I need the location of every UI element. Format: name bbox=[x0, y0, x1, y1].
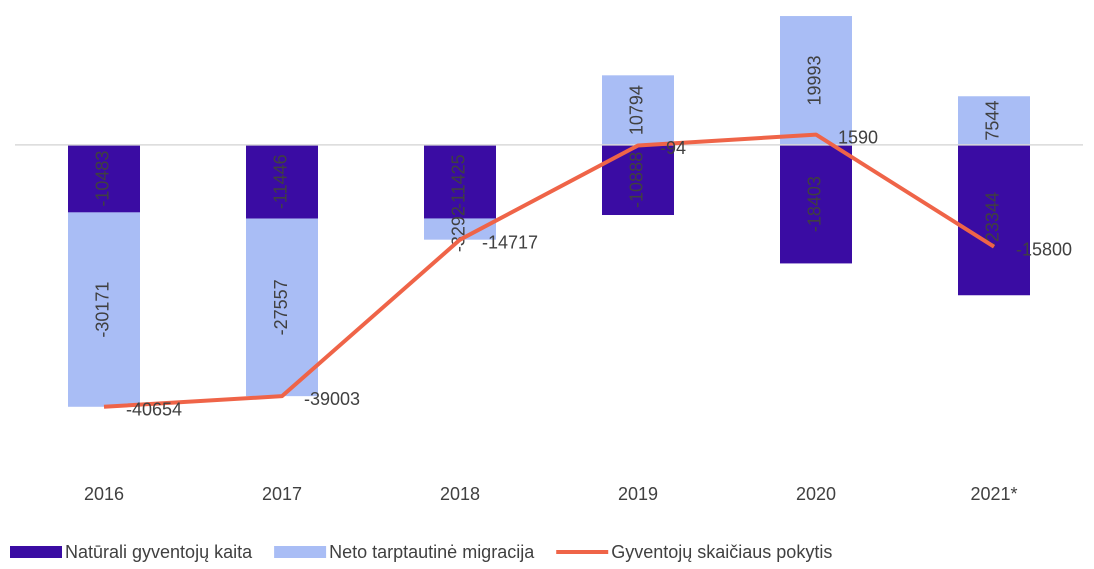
data-label: -23344 bbox=[983, 192, 1003, 248]
data-label: -27557 bbox=[271, 279, 291, 335]
x-tick-label: 2017 bbox=[262, 484, 302, 504]
bar bbox=[68, 212, 140, 407]
bar bbox=[424, 144, 496, 219]
legend-label: Natūrali gyventojų kaita bbox=[65, 542, 253, 562]
data-label: -11446 bbox=[271, 154, 291, 209]
bar bbox=[246, 218, 318, 397]
x-tick-label: 2018 bbox=[440, 484, 480, 504]
bar bbox=[246, 144, 318, 219]
legend-swatch bbox=[10, 546, 62, 558]
data-label: 7544 bbox=[983, 101, 1003, 141]
data-label: -40654 bbox=[126, 400, 182, 420]
data-label: 10794 bbox=[627, 85, 647, 135]
data-label: 19993 bbox=[805, 55, 825, 105]
line-series bbox=[103, 132, 996, 409]
data-label: -10888 bbox=[627, 152, 647, 208]
legend-label: Gyventojų skaičiaus pokytis bbox=[611, 542, 832, 562]
bar bbox=[780, 16, 852, 145]
legend-swatch bbox=[274, 546, 327, 558]
data-label: -11425 bbox=[449, 154, 469, 209]
data-label: 1590 bbox=[838, 127, 878, 147]
bar bbox=[424, 218, 496, 240]
data-label: -15800 bbox=[1016, 239, 1072, 259]
data-label: -30171 bbox=[93, 282, 113, 338]
bar bbox=[780, 144, 852, 264]
data-label: -10483 bbox=[93, 151, 113, 207]
bar bbox=[958, 144, 1030, 296]
bar bbox=[958, 96, 1030, 145]
data-label: -18403 bbox=[805, 176, 825, 232]
x-tick-label: 2021* bbox=[970, 484, 1017, 504]
x-tick-label: 2020 bbox=[796, 484, 836, 504]
data-label: -94 bbox=[660, 138, 686, 158]
x-tick-label: 2016 bbox=[84, 484, 124, 504]
legend-label: Neto tarptautinė migracija bbox=[329, 542, 535, 562]
x-tick-label: 2019 bbox=[618, 484, 658, 504]
data-label: -14717 bbox=[482, 232, 538, 252]
data-label: -39003 bbox=[304, 389, 360, 409]
bar bbox=[602, 75, 674, 145]
bar bbox=[68, 144, 140, 213]
data-label: -3292 bbox=[449, 206, 469, 252]
